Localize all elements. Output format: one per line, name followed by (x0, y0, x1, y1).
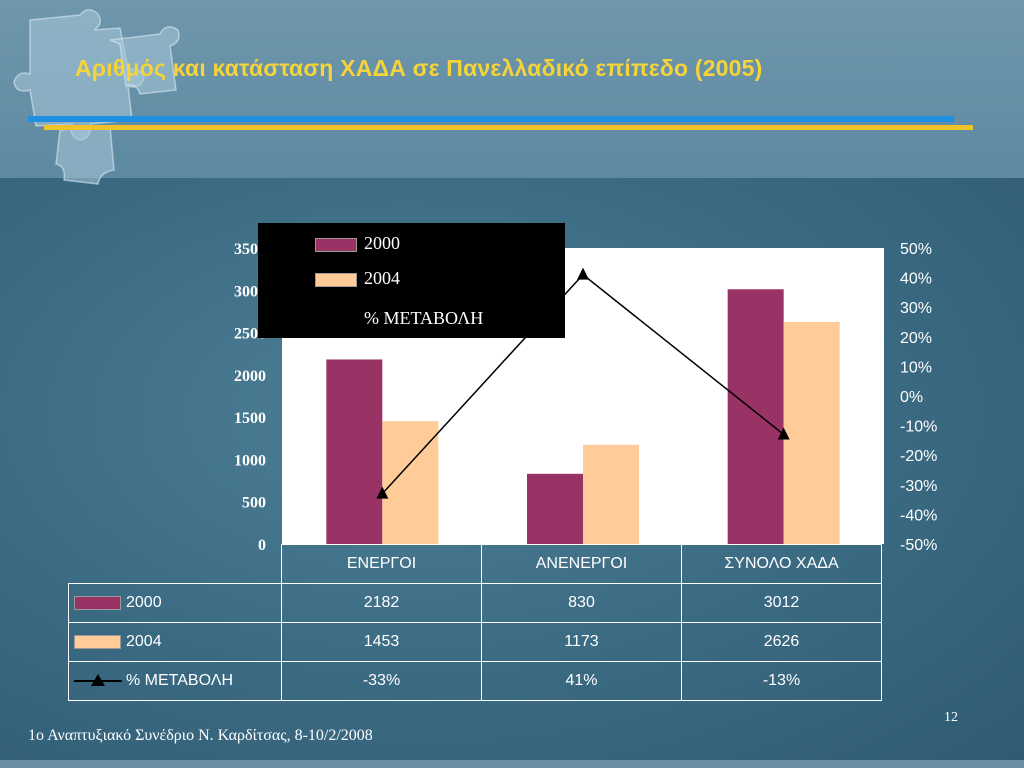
bottom-strip (0, 760, 1024, 768)
page-number: 12 (944, 710, 958, 725)
line-point-marker-2 (777, 427, 790, 440)
table-cell: 41% (481, 661, 682, 701)
legend-label-2000: 2000 (364, 233, 400, 253)
y-tick-label: 500 (242, 495, 266, 512)
y2-tick-label: 0% (900, 389, 923, 406)
legend-swatch-2000 (315, 238, 357, 252)
table-row-label-text: 2000 (126, 594, 162, 611)
y2-tick-label: 30% (900, 300, 932, 317)
y2-tick-label: -10% (900, 419, 937, 436)
legend-label-change: % ΜΕΤΑΒΟΛΗ (364, 308, 484, 328)
line-point-marker-1 (577, 267, 589, 280)
table-cell: -13% (681, 661, 882, 701)
table-header-row: ΕΝΕΡΓΟΙ ΑΝΕΝΕΡΓΟΙ ΣΥΝΟΛΟ ΧΑΔΑ (68, 544, 882, 584)
y2-tick-label: -30% (900, 478, 937, 495)
table-cell: 2182 (281, 583, 482, 623)
table-corner (68, 544, 282, 584)
table-row: 2004 1453 1173 2626 (68, 622, 882, 662)
y2-tick-label: -40% (900, 507, 937, 524)
legend-label-2004: 2004 (364, 268, 400, 288)
y2-tick-label: 20% (900, 330, 932, 347)
data-table: ΕΝΕΡΓΟΙ ΑΝΕΝΕΡΓΟΙ ΣΥΝΟΛΟ ΧΑΔΑ 2000 2182 … (68, 544, 882, 701)
table-row-label: 2000 (68, 583, 282, 623)
table-cell: 1173 (481, 622, 682, 662)
title-underline-blue (28, 116, 954, 122)
puzzle-logo-icon (13, 9, 180, 185)
table-row-label-text: 2004 (126, 633, 162, 650)
table-cell: -33% (281, 661, 482, 701)
table-row: % ΜΕΤΑΒΟΛΗ -33% 41% -13% (68, 661, 882, 701)
chart-legend: 2000 2004 % ΜΕΤΑΒΟΛΗ (258, 223, 565, 338)
y2-tick-label: 10% (900, 359, 932, 376)
table-row-label-text: % ΜΕΤΑΒΟΛΗ (126, 672, 233, 689)
y-tick-label: 2000 (234, 368, 266, 385)
table-cell: 1453 (281, 622, 482, 662)
line-point-marker-0 (376, 486, 389, 499)
y-tick-label: 1000 (234, 452, 266, 469)
y2-tick-label: -20% (900, 448, 937, 465)
table-swatch-2000 (74, 595, 121, 610)
table-header-cell: ΑΝΕΝΕΡΓΟΙ (481, 544, 682, 584)
table-swatch-2004 (74, 634, 121, 649)
table-row: 2000 2182 830 3012 (68, 583, 882, 623)
table-row-label: % ΜΕΤΑΒΟΛΗ (68, 661, 282, 701)
triangle-marker-icon (91, 673, 105, 686)
y2-tick-label: 40% (900, 271, 932, 288)
bar-2000-2 (727, 289, 784, 544)
bar-2004-0 (382, 421, 439, 544)
bar-2004-2 (783, 321, 840, 544)
table-cell: 830 (481, 583, 682, 623)
table-line-marker-icon (74, 673, 122, 686)
table-cell: 2626 (681, 622, 882, 662)
bar-2000-0 (326, 359, 383, 544)
slide-title: Αριθμός και κατάσταση ΧΑΔΑ σε Πανελλαδικ… (75, 55, 763, 81)
y2-tick-label: 50% (900, 241, 932, 258)
table-header-cell: ΣΥΝΟΛΟ ΧΑΔΑ (681, 544, 882, 584)
table-cell: 3012 (681, 583, 882, 623)
bar-2000-1 (527, 473, 583, 544)
footer-text: 1ο Αναπτυξιακό Συνέδριο Ν. Καρδίτσας, 8-… (28, 727, 373, 744)
y-tick-label: 1500 (234, 410, 266, 427)
table-header-cell: ΕΝΕΡΓΟΙ (281, 544, 482, 584)
title-underline-yellow (44, 125, 973, 130)
bar-2004-1 (583, 444, 639, 544)
y2-tick-label: -50% (900, 537, 937, 554)
legend-swatch-2004 (315, 273, 357, 287)
table-row-label: 2004 (68, 622, 282, 662)
